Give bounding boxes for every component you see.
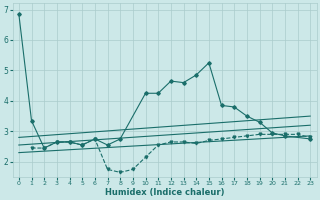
- X-axis label: Humidex (Indice chaleur): Humidex (Indice chaleur): [105, 188, 224, 197]
